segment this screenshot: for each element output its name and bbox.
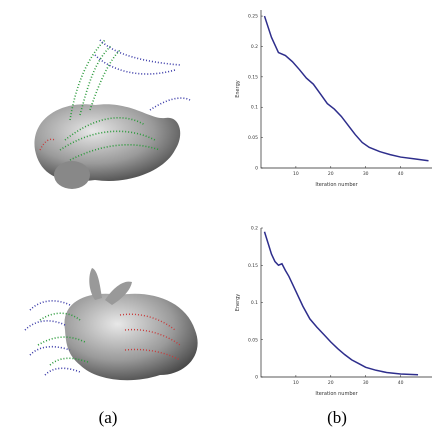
x-tick-label: 10 [293,171,299,177]
y-tick-label: 0.25 [248,14,258,20]
y-axis-label: Energy [235,80,241,98]
bunny-top [34,40,190,189]
y-tick-label: 0.15 [248,74,258,80]
x-tick-label: 10 [293,380,299,386]
axes [261,228,432,377]
line-series [264,232,418,375]
line-series [264,16,428,161]
x-tick-label: 20 [328,380,334,386]
x-axis-label: Iteration number [315,182,358,188]
y-tick-label: 0.2 [251,226,258,232]
x-tick-label: 20 [328,171,334,177]
y-tick-label: 0.1 [251,105,258,111]
y-tick-label: 0 [255,166,258,172]
y-tick-label: 0.05 [248,337,258,343]
figure: (a) (b) 0 0.05 0.1 0.15 0.2 0.25 10 20 30 40 Itera… [0,0,432,439]
x-tick-label: 40 [398,171,404,177]
y-axis-label: Energy [235,294,241,312]
x-axis-label: Iteration number [315,391,358,397]
y-tick-label: 0.2 [251,44,258,50]
caption: (b) [327,408,347,427]
y-tick-label: 0.1 [251,300,258,306]
y-tick-label: 0 [255,375,258,381]
x-tick-label: 30 [363,380,369,386]
x-tick-label: 40 [398,380,404,386]
y-tick-label: 0.05 [248,135,258,141]
caption: (a) [99,408,118,427]
y-tick-label: 0.15 [248,263,258,269]
x-tick-label: 30 [363,171,369,177]
axes [261,10,432,168]
bunny-bottom [25,268,198,380]
